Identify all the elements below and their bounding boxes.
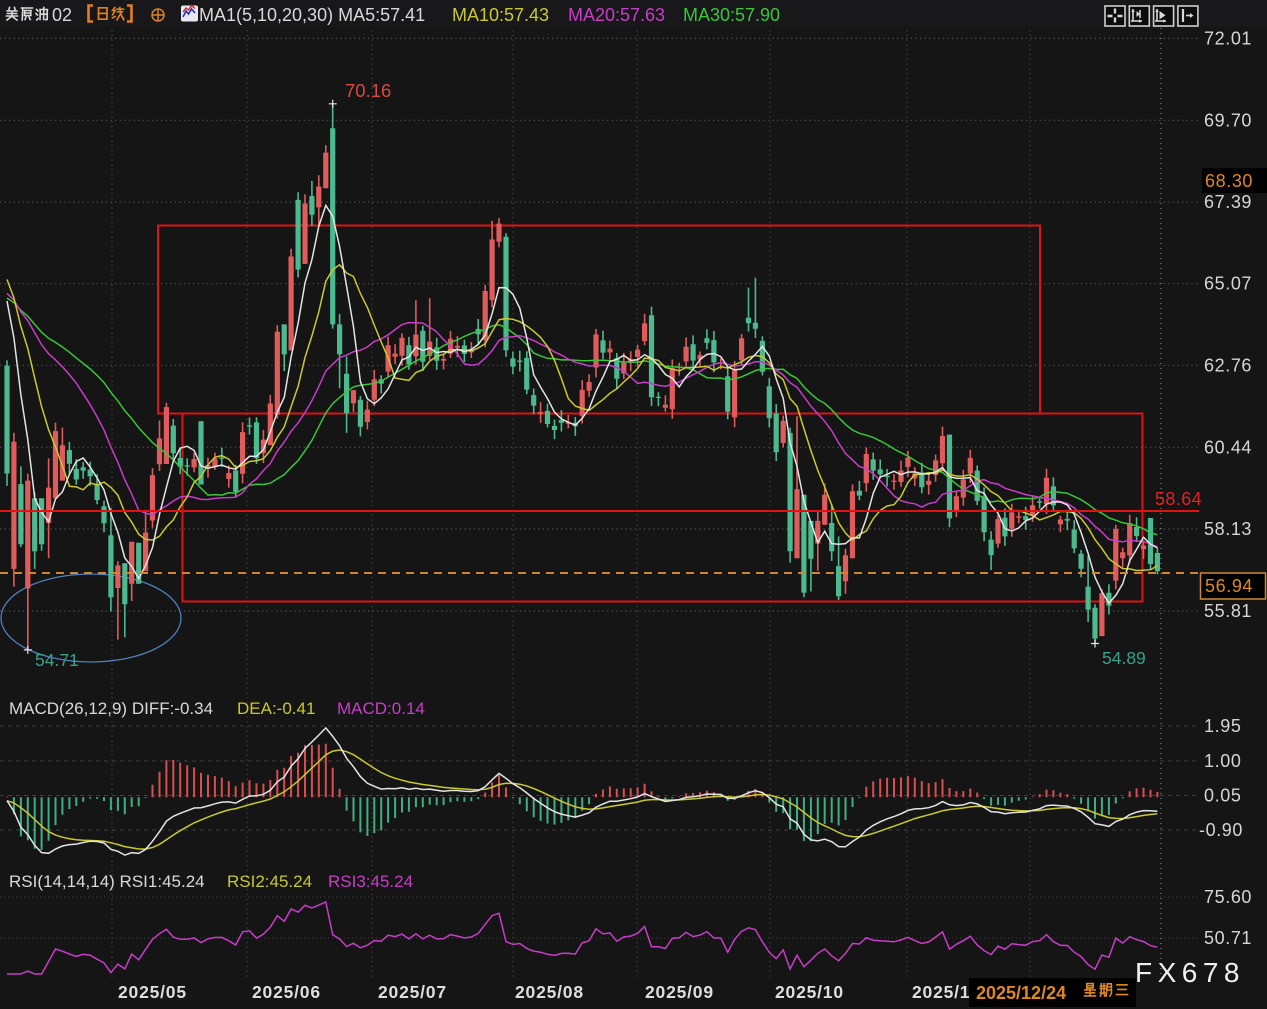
svg-text:67.39: 67.39 (1204, 192, 1252, 212)
svg-text:2025/12/24: 2025/12/24 (976, 983, 1066, 1003)
svg-text:RSI3:45.24: RSI3:45.24 (328, 872, 413, 891)
svg-text:62.76: 62.76 (1204, 355, 1252, 375)
svg-text:72.01: 72.01 (1204, 28, 1252, 48)
svg-text:58.13: 58.13 (1204, 519, 1252, 539)
svg-text:02: 02 (52, 5, 72, 25)
svg-text:2025/07: 2025/07 (378, 982, 447, 1002)
svg-text:2025/10: 2025/10 (775, 982, 844, 1002)
svg-text:60.44: 60.44 (1204, 437, 1252, 457)
svg-text:MA1(5,10,20,30) MA5:57.41: MA1(5,10,20,30) MA5:57.41 (199, 5, 425, 25)
svg-text:MACD(26,12,9) DIFF:-0.34: MACD(26,12,9) DIFF:-0.34 (9, 699, 213, 718)
svg-text:1.95: 1.95 (1204, 716, 1241, 736)
svg-text:1.00: 1.00 (1204, 751, 1241, 771)
svg-text:RSI(14,14,14) RSI1:45.24: RSI(14,14,14) RSI1:45.24 (9, 872, 205, 891)
svg-text:56.94: 56.94 (1205, 576, 1253, 596)
svg-text:58.64: 58.64 (1155, 489, 1202, 509)
svg-text:RSI2:45.24: RSI2:45.24 (227, 872, 312, 891)
svg-text:MA20:57.63: MA20:57.63 (568, 5, 665, 25)
svg-text:MA30:57.90: MA30:57.90 (683, 5, 780, 25)
svg-text:65.07: 65.07 (1204, 274, 1252, 294)
svg-text:2025/06: 2025/06 (252, 982, 321, 1002)
svg-text:2025/05: 2025/05 (118, 982, 187, 1002)
svg-text:55.81: 55.81 (1204, 601, 1252, 621)
svg-text:2025/08: 2025/08 (515, 982, 584, 1002)
svg-text:70.16: 70.16 (345, 80, 391, 101)
svg-text:2025/09: 2025/09 (645, 982, 714, 1002)
svg-text:75.60: 75.60 (1204, 887, 1252, 907)
svg-text:FX678: FX678 (1135, 957, 1245, 988)
svg-text:MACD:0.14: MACD:0.14 (337, 699, 425, 718)
svg-text:-0.90: -0.90 (1199, 820, 1243, 840)
svg-text:54.89: 54.89 (1102, 648, 1146, 668)
svg-text:DEA:-0.41: DEA:-0.41 (237, 699, 315, 718)
svg-text:68.30: 68.30 (1205, 171, 1253, 191)
svg-text:69.70: 69.70 (1204, 110, 1252, 130)
svg-text:2025/11: 2025/11 (912, 982, 980, 1002)
svg-text:50.71: 50.71 (1204, 928, 1252, 948)
svg-text:MA10:57.43: MA10:57.43 (452, 5, 549, 25)
svg-text:54.71: 54.71 (35, 650, 79, 670)
svg-text:0.05: 0.05 (1204, 786, 1241, 806)
